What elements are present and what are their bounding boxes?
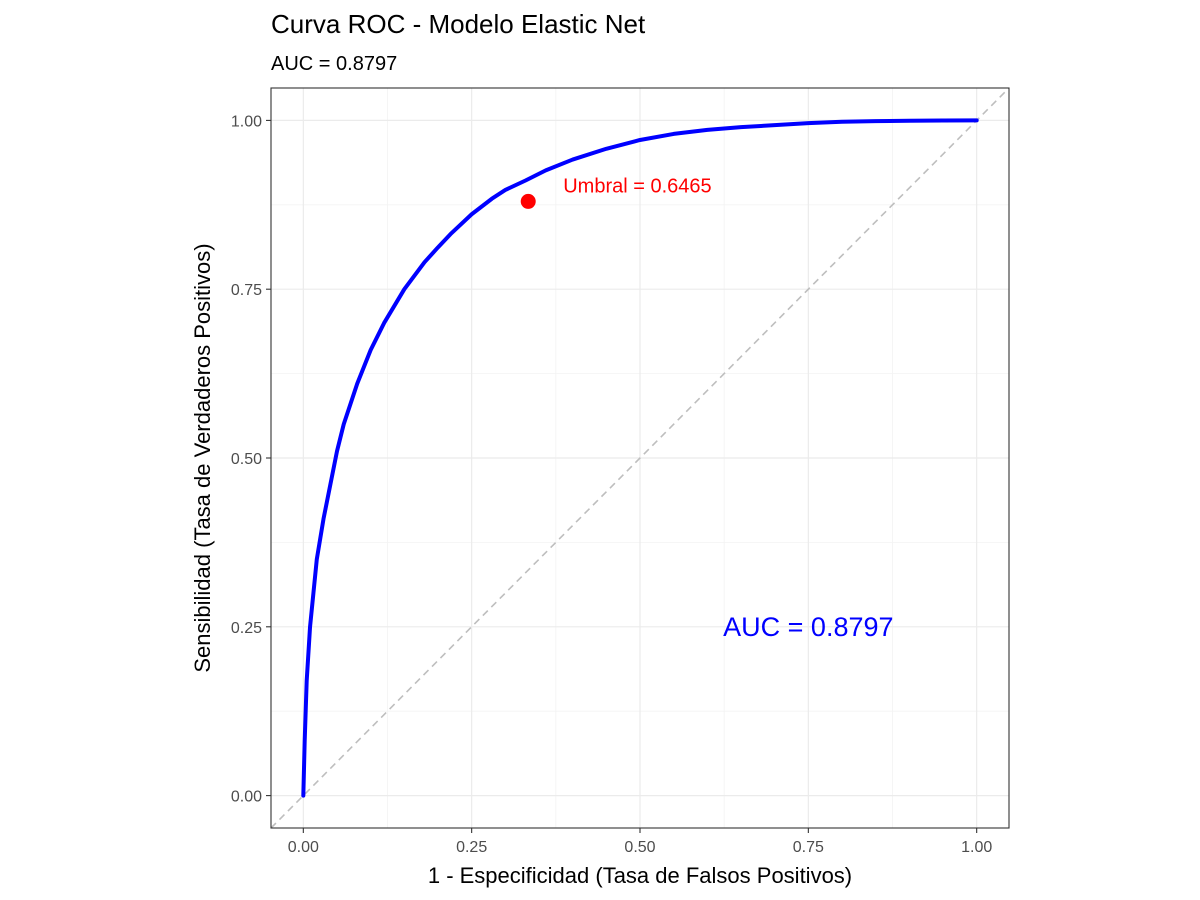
x-tick-label: 1.00 <box>961 839 992 856</box>
roc-curve-line <box>301 118 979 798</box>
y-axis-title: Sensibilidad (Tasa de Verdaderos Positiv… <box>190 243 215 672</box>
y-tick-label: 0.75 <box>231 282 262 299</box>
y-tick-label: 1.00 <box>231 113 262 130</box>
y-tick-label: 0.25 <box>231 620 262 637</box>
y-tick-label: 0.00 <box>231 789 262 806</box>
optimal-threshold-point <box>520 193 536 209</box>
x-tick-label: 0.75 <box>793 839 824 856</box>
auc-annotation: AUC = 0.8797 <box>723 612 893 642</box>
series-layer <box>301 118 979 798</box>
x-tick-label: 0.25 <box>456 839 487 856</box>
optimal-threshold-label: Umbral = 0.6465 <box>563 175 711 197</box>
annotation-layer: AUC = 0.8797 <box>723 612 893 642</box>
x-tick-label: 0.00 <box>288 839 319 856</box>
axis-layer: 0.00 0.25 0.50 0.75 1.00 0.00 0.25 0.50 0.75 1.00 <box>231 113 992 856</box>
chart-subtitle: AUC = 0.8797 <box>271 53 397 75</box>
y-tick-label: 0.50 <box>231 451 262 468</box>
chart-title: Curva ROC - Modelo Elastic Net <box>271 9 646 39</box>
grid-layer <box>271 88 1009 828</box>
reference-layer <box>270 87 1010 829</box>
point-layer: Umbral = 0.6465 <box>520 175 712 209</box>
reference-diagonal-line <box>270 87 1010 829</box>
x-tick-label: 0.50 <box>624 839 655 856</box>
x-axis-title: 1 - Especificidad (Tasa de Falsos Positi… <box>428 863 852 888</box>
